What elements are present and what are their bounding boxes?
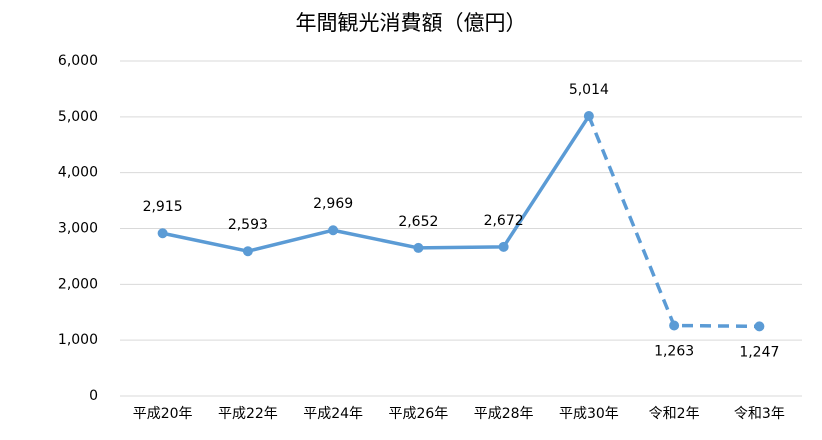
value-label: 2,593: [228, 217, 268, 233]
x-tick-label: 令和3年: [734, 406, 785, 422]
x-tick-label: 平成28年: [474, 406, 534, 422]
point: [242, 246, 253, 257]
y-tick-label: 0: [89, 388, 98, 404]
point: [157, 228, 168, 239]
line-dashed: [587, 115, 760, 329]
chart-title: 年間観光消費額（億円）: [296, 11, 527, 35]
x-tick-label: 平成22年: [218, 406, 278, 422]
y-tick-label: 3,000: [58, 221, 98, 237]
y-tick-label: 1,000: [58, 332, 98, 348]
value-label: 5,014: [569, 82, 609, 98]
value-label: 1,263: [654, 343, 694, 359]
x-tick-label: 平成20年: [133, 406, 193, 422]
point: [328, 225, 339, 236]
value-label: 2,915: [143, 199, 183, 215]
x-tick-label: 平成26年: [388, 406, 448, 422]
point: [583, 111, 594, 122]
value-label: 1,247: [739, 344, 779, 360]
x-tick-label: 令和2年: [649, 406, 700, 422]
y-tick-label: 2,000: [58, 276, 98, 292]
point: [754, 321, 765, 332]
point: [669, 320, 680, 331]
x-tick-label: 平成24年: [303, 406, 363, 422]
x-tick-label: 平成30年: [559, 406, 619, 422]
y-tick-label: 6,000: [58, 53, 98, 69]
point: [498, 241, 509, 252]
point: [413, 242, 424, 253]
y-tick-label: 4,000: [58, 165, 98, 181]
value-label: 2,672: [484, 213, 524, 229]
y-tick-label: 5,000: [58, 109, 98, 125]
line-solid: [162, 115, 591, 253]
value-label: 2,969: [313, 196, 353, 212]
value-label: 2,652: [398, 214, 438, 230]
